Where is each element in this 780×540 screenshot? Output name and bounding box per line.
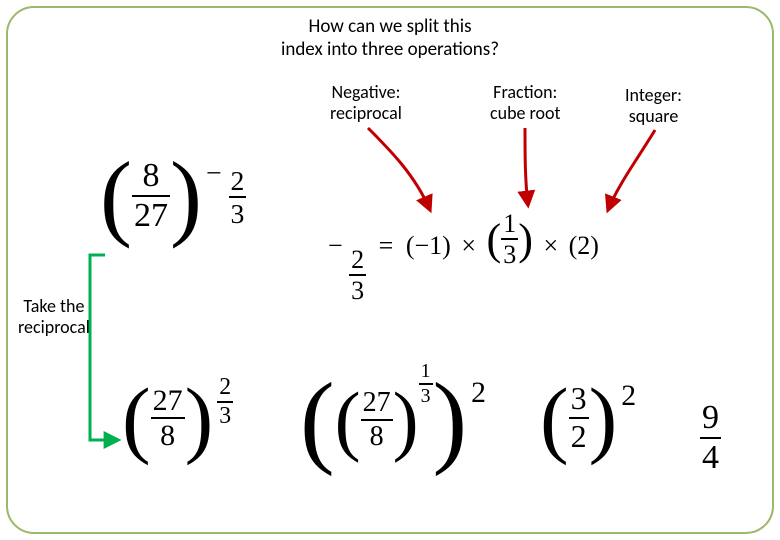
factor-two: (2) — [569, 231, 599, 260]
label-take-reciprocal: Take the reciprocal — [18, 296, 90, 337]
exponent: − 2 3 — [206, 159, 246, 229]
denominator: 27 — [132, 198, 170, 234]
factor-onethird: ( 1 3 ) — [487, 210, 533, 269]
expr-reciprocal: ( 27 8 ) 2 3 — [122, 368, 233, 469]
numerator: 8 — [140, 158, 161, 194]
expr-main: ( 8 27 ) − 2 3 — [100, 140, 246, 275]
paren-right-icon: ) — [170, 140, 202, 251]
factor-neg1: (−1) — [406, 231, 451, 260]
exp-sign: − — [206, 157, 222, 188]
paren-left-icon: ( — [100, 140, 132, 251]
label-fraction: Fraction: cube root — [490, 82, 561, 123]
expr-three-halves-sq: ( 3 2 ) 2 — [540, 368, 636, 468]
expr-result: 9 4 — [700, 400, 721, 475]
fraction: 8 27 — [132, 158, 170, 233]
title: How can we split this index into three o… — [281, 16, 499, 62]
expr-cuberoot-squared: ( ( 27 8 ) 1 3 ) 2 — [300, 360, 486, 479]
expr-split: − 2 3 = (−1) × ( 1 3 ) × (2) — [328, 210, 599, 305]
label-integer: Integer: square — [625, 85, 682, 126]
label-negative: Negative: reciprocal — [330, 82, 402, 123]
